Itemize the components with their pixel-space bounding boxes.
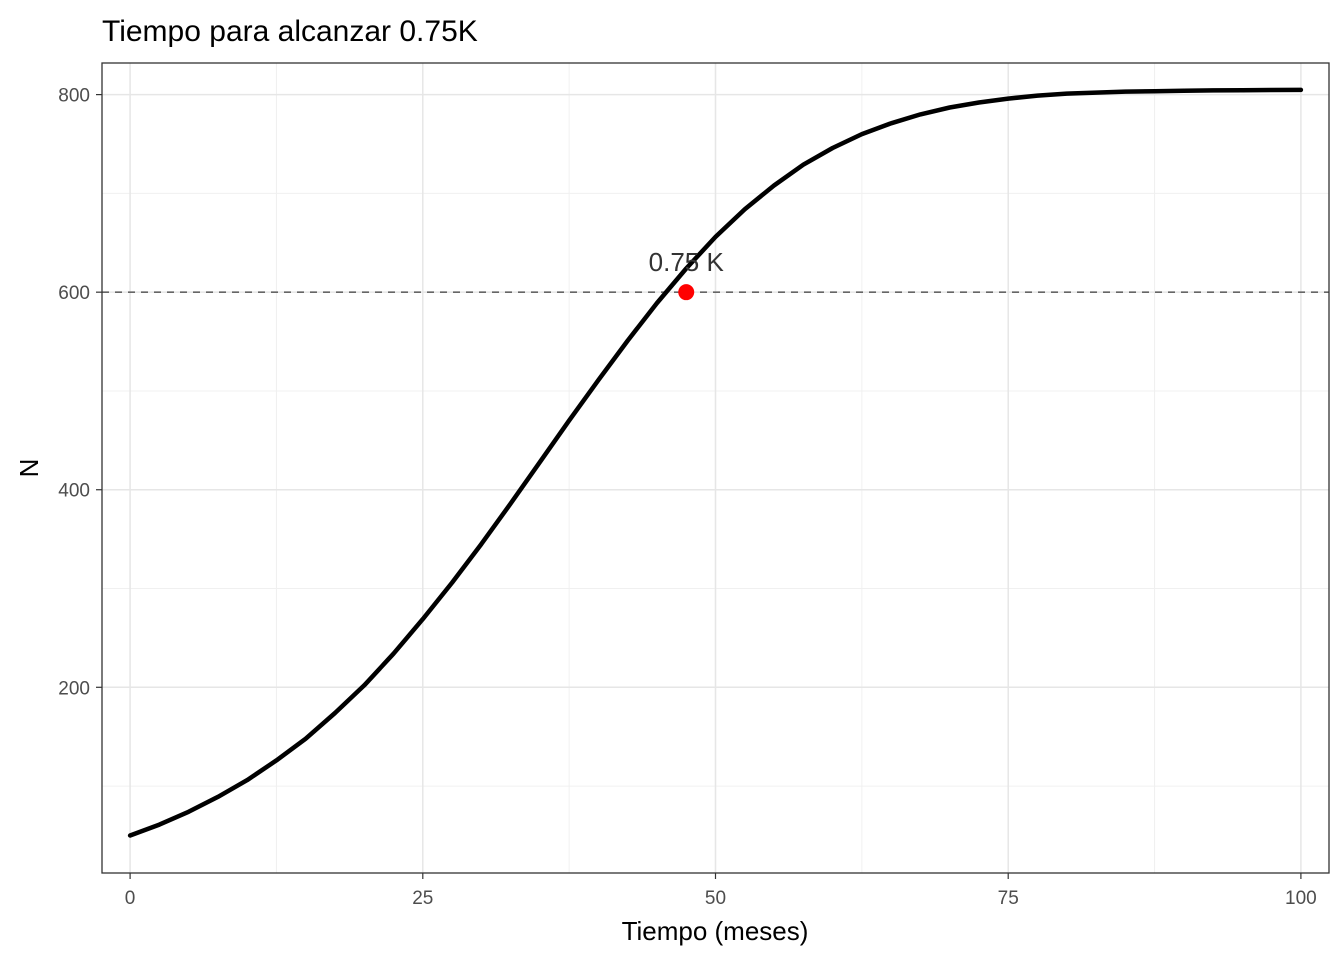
x-tick-label: 75: [998, 888, 1019, 909]
x-tick-label: 0: [125, 888, 136, 909]
y-tick-label: 400: [58, 481, 90, 502]
y-tick-label: 600: [58, 283, 90, 304]
x-tick-label: 25: [412, 888, 433, 909]
chart-title: Tiempo para alcanzar 0.75K: [102, 15, 478, 48]
series-line: [127, 87, 1304, 838]
highlight-point: [678, 284, 695, 301]
plot-panel: 0.75 K: [101, 62, 1330, 874]
y-tick-label: 800: [58, 86, 90, 107]
major-gridlines: [102, 63, 1329, 873]
highlight-point-label: 0.75 K: [649, 247, 725, 277]
y-axis-title: N: [14, 459, 44, 478]
y-tick-label: 200: [58, 678, 90, 699]
point-layer: 0.75 K: [649, 247, 725, 301]
y-axis: 200 400 600 800: [58, 86, 102, 699]
series-layer: [127, 87, 1304, 838]
x-axis: 0 25 50 75 100: [125, 873, 1317, 909]
x-axis-title: Tiempo (meses): [622, 916, 809, 946]
x-tick-label: 50: [705, 888, 726, 909]
x-tick-label: 100: [1285, 888, 1317, 909]
